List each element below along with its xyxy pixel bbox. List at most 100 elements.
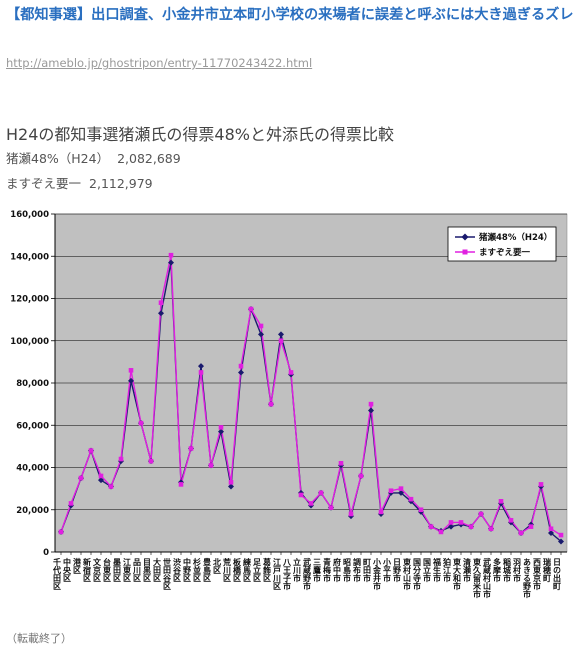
- x-tick-label: 練馬区: [243, 557, 252, 583]
- y-tick-label: 100,000: [10, 337, 49, 347]
- series2-point: [288, 370, 294, 375]
- series2-point: [198, 370, 204, 375]
- x-tick-label: 狛江市: [443, 557, 452, 583]
- x-tick-label: 立川市: [293, 557, 302, 583]
- series2-point: [208, 463, 214, 468]
- x-tick-label: 府中市: [333, 557, 342, 583]
- series2-point: [358, 473, 364, 479]
- series2-point: [498, 499, 504, 504]
- x-tick-label: 調布市: [353, 557, 362, 583]
- x-tick-label: 新宿区: [83, 557, 92, 583]
- series-group: [58, 252, 564, 545]
- x-tick-label: 北区: [213, 557, 222, 575]
- series2-point: [438, 529, 444, 535]
- x-tick-label: 小平市: [383, 557, 392, 583]
- x-tick-label: 世田谷区: [162, 557, 172, 591]
- series2-point: [508, 518, 514, 523]
- x-tick-label: 稲城市: [503, 557, 512, 583]
- series1-point: [198, 363, 204, 370]
- series2-point: [528, 524, 534, 529]
- series2-point: [158, 300, 164, 306]
- x-tick-label: 豊島区: [203, 557, 212, 583]
- series2-point: [58, 529, 64, 535]
- y-tick-label: 160,000: [10, 210, 49, 220]
- series2-point: [328, 505, 334, 510]
- x-tick-label: 武蔵野市: [303, 557, 312, 591]
- series1-point: [258, 331, 264, 338]
- x-tick-label: 羽村市: [513, 558, 522, 583]
- series1-point: [558, 538, 564, 545]
- legend-label-series1: 猪瀬48%（H24）: [478, 232, 552, 243]
- stat-masuzoe-value: 2,112,979: [89, 176, 153, 191]
- series2-point: [478, 511, 484, 517]
- series1-point: [278, 331, 284, 338]
- x-tick-label: 八王子市: [282, 558, 292, 591]
- series2-point: [78, 475, 84, 481]
- line-chart: 0 20,000 40,000 60,000 80,000 100,000 120,000 1…: [0, 200, 585, 630]
- series2-point: [88, 448, 94, 453]
- series1-point: [228, 483, 234, 490]
- post-url-link[interactable]: http://ameblo.jp/ghostripon/entry-117702…: [6, 56, 313, 70]
- series2-point: [148, 458, 154, 464]
- series2-point: [258, 323, 264, 329]
- x-tick-label: 瑞穂町: [543, 557, 552, 583]
- y-axis-ticks: 0 20,000 40,000 60,000 80,000 100,000 120,000 1…: [10, 210, 567, 558]
- x-tick-label: 渋谷区: [172, 557, 182, 583]
- series2-point: [368, 401, 374, 407]
- series2-point: [108, 484, 114, 489]
- legend-label-series2: ますぞえ要一: [479, 247, 531, 258]
- stat-inose: 猪瀬48%（H24） 2,082,689: [6, 148, 181, 167]
- series2-point: [558, 532, 564, 538]
- y-tick-label: 140,000: [10, 252, 49, 262]
- y-tick-label: 80,000: [16, 379, 49, 389]
- series2-point: [378, 509, 384, 515]
- y-tick-label: 60,000: [16, 421, 49, 431]
- post-title-link[interactable]: 【都知事選】出口調査、小金井市立本町小学校の来場者に誤差と呼ぶには大き過ぎるズレ: [6, 7, 574, 23]
- series1-point: [238, 369, 244, 376]
- series1-point: [158, 310, 164, 317]
- x-tick-label: 東久留米市: [472, 557, 482, 599]
- series2-point: [68, 501, 74, 506]
- series2-point: [488, 526, 494, 532]
- grid-lines: [55, 213, 567, 553]
- stat-masuzoe: ますぞえ要一 2,112,979: [6, 173, 153, 192]
- series2-point: [298, 492, 304, 498]
- x-tick-label: 江東区: [123, 557, 132, 583]
- x-tick-label: 千代田区: [53, 557, 62, 591]
- series2-point: [418, 507, 424, 513]
- x-tick-label: 町田市: [363, 558, 372, 583]
- x-tick-label: 中野区: [183, 557, 192, 583]
- x-tick-label: 国分寺市: [413, 557, 422, 591]
- series2-point: [398, 486, 404, 491]
- legend-marker-series1: [461, 233, 469, 241]
- series2-point: [318, 490, 324, 496]
- series2-point: [538, 482, 544, 487]
- x-tick-label: 小金井市: [372, 557, 382, 591]
- series2-point: [188, 446, 194, 451]
- series1-point: [128, 377, 134, 384]
- x-tick-label: 多摩市: [493, 557, 502, 583]
- series1-point: [368, 407, 374, 414]
- x-tick-label: 日の出町: [553, 558, 562, 591]
- x-tick-label: あきる野市: [523, 558, 532, 599]
- x-tick-label: 東村山市: [403, 557, 412, 591]
- stat-masuzoe-label: ますぞえ要一: [6, 176, 82, 191]
- series2-point: [268, 401, 274, 407]
- series2-point: [238, 363, 244, 369]
- series2-point: [448, 520, 454, 525]
- x-tick-label: 福生市: [433, 557, 442, 583]
- series2-point: [248, 306, 254, 312]
- series2-point: [128, 368, 134, 373]
- legend-marker-series2: [462, 249, 468, 255]
- x-tick-label: 板橋区: [232, 557, 242, 583]
- series2-point: [218, 425, 224, 430]
- series2-point: [408, 496, 414, 502]
- x-tick-label: 昭島市: [343, 558, 352, 583]
- series1-point: [448, 523, 454, 530]
- series2-point: [118, 456, 124, 462]
- footer-note: （転載終了）: [6, 632, 72, 645]
- series2-point: [168, 252, 174, 258]
- x-axis-ticks: 千代田区 中央区 港区 新宿区 文京区 台東区 墨田区 江東区 品川区 目黒区 大田区 世田谷区 渋谷区…: [53, 552, 562, 599]
- x-tick-label: 青梅市: [323, 557, 332, 583]
- x-tick-label: 武蔵村山市: [483, 557, 492, 599]
